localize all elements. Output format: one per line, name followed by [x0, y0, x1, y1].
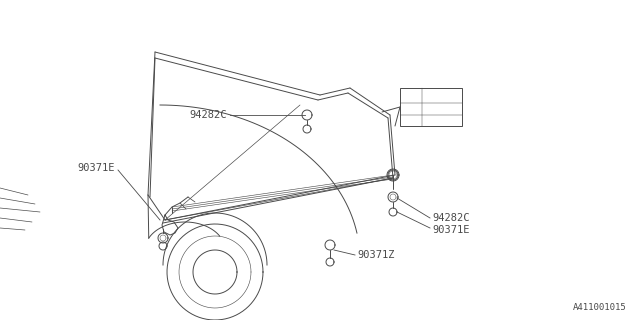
Text: A411001015: A411001015 — [573, 303, 627, 312]
Text: 94282C: 94282C — [189, 110, 227, 120]
Text: 94282C: 94282C — [432, 213, 470, 223]
Text: 90371E: 90371E — [77, 163, 115, 173]
Text: 90371Z: 90371Z — [357, 250, 394, 260]
Text: 90371E: 90371E — [432, 225, 470, 235]
Bar — [400, 88, 462, 126]
